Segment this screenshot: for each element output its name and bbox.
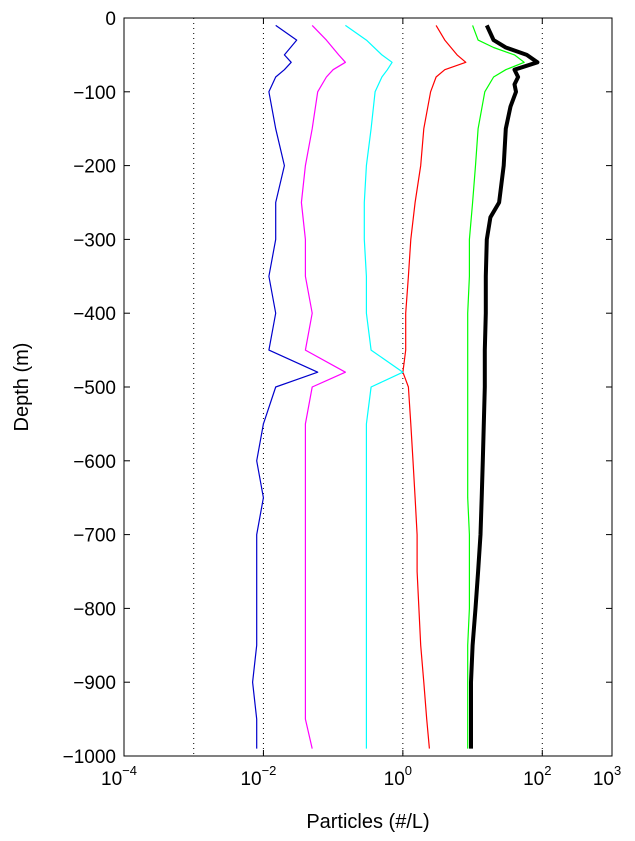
y-tick-label: −300 — [73, 230, 116, 251]
y-tick-label: −800 — [73, 599, 116, 620]
y-tick-label: −700 — [73, 526, 116, 547]
series-line-1 — [469, 24, 540, 749]
y-tick-label: −400 — [73, 304, 116, 325]
series-line-3 — [402, 25, 467, 749]
plot-frame — [123, 17, 613, 757]
series-line-4 — [345, 24, 404, 749]
x-tick-label: 102 — [523, 763, 551, 790]
y-tick-label: −900 — [73, 673, 116, 694]
x-tick-label: 10−4 — [101, 763, 137, 790]
x-axis-label: Particles (#/L) — [306, 811, 429, 833]
x-tick-label: 100 — [384, 763, 412, 790]
y-tick-label: −600 — [73, 452, 116, 473]
y-tick-label: −500 — [73, 378, 116, 399]
y-tick-label: −1000 — [63, 747, 116, 768]
series-lines — [252, 24, 540, 749]
y-tick-label: −100 — [73, 83, 116, 104]
axes: 0 −100 −200 −300 −400 −500 −600 −700 −800 −900 −10… — [63, 9, 622, 790]
y-axis-label: Depth (m) — [11, 343, 33, 432]
series-line-2 — [467, 25, 525, 749]
y-tick-label: 0 — [105, 9, 116, 30]
y-tick-label: −200 — [73, 157, 116, 178]
series-line-5 — [300, 24, 346, 749]
x-tick-label: 103 — [593, 763, 621, 790]
x-tick-label: 10−2 — [240, 763, 276, 790]
series-line-6 — [252, 24, 319, 749]
grid-lines — [193, 18, 543, 756]
